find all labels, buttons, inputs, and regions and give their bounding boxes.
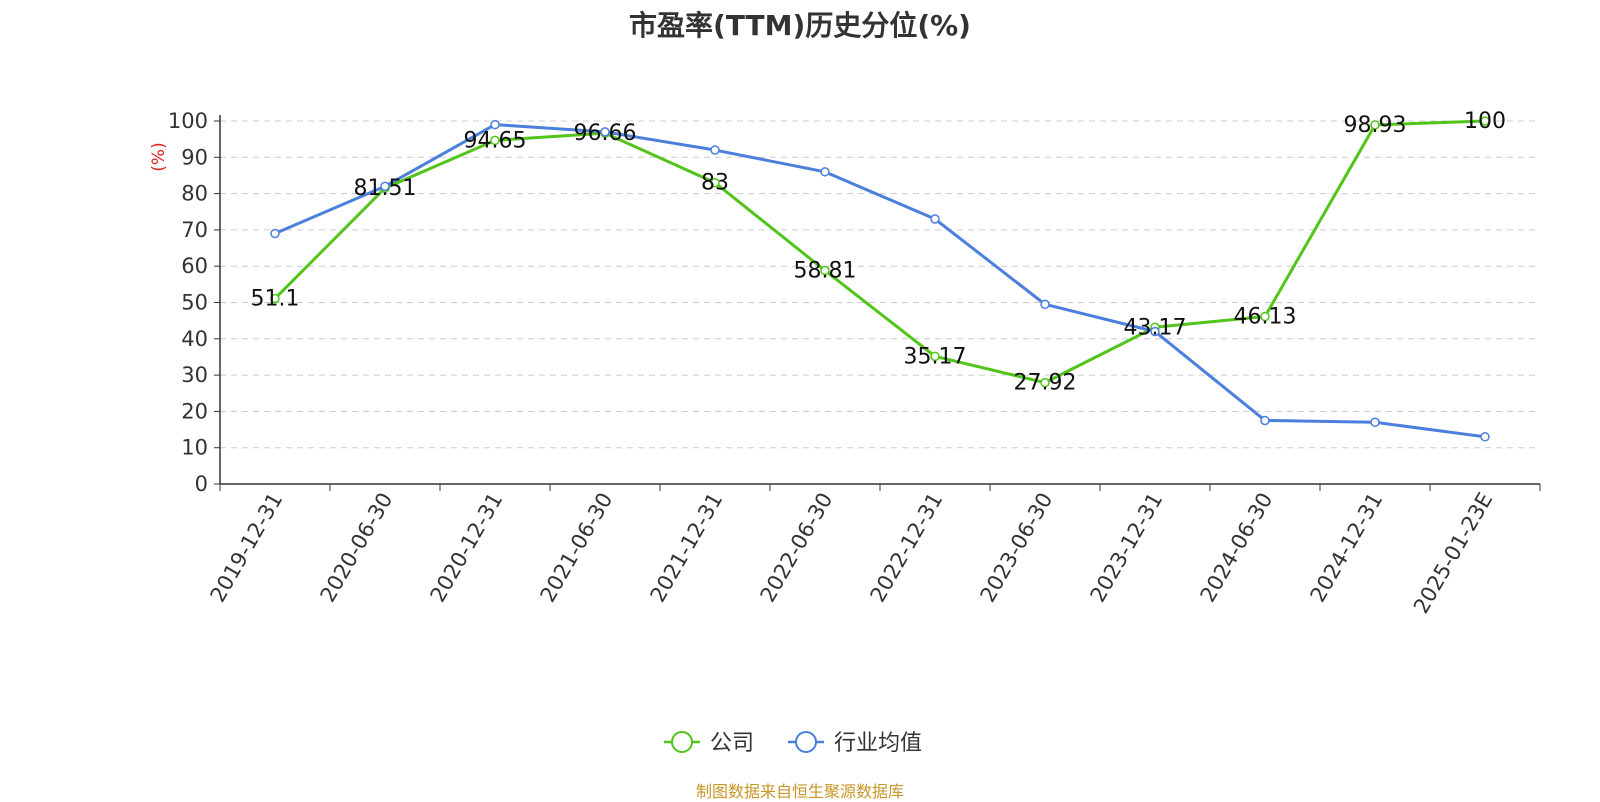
- data-point[interactable]: [270, 228, 280, 239]
- x-tick-label: 2020-12-31: [426, 489, 508, 607]
- data-point[interactable]: [1260, 415, 1270, 426]
- x-tick-label: 2023-06-30: [976, 489, 1058, 607]
- data-point[interactable]: [1370, 120, 1380, 130]
- x-tick-label: 2022-06-30: [756, 489, 838, 607]
- data-point[interactable]: [1040, 299, 1050, 310]
- data-label: 58.81: [794, 259, 857, 284]
- x-tick-label: 2020-06-30: [316, 489, 398, 607]
- y-tick-label: 0: [195, 472, 208, 496]
- data-point[interactable]: [1260, 311, 1270, 322]
- legend[interactable]: 公司 行业均值: [664, 731, 922, 756]
- data-point[interactable]: [1370, 417, 1380, 428]
- y-tick-label: 10: [181, 436, 208, 460]
- data-label: 46.13: [1234, 305, 1297, 330]
- series-line-1: [274, 123, 1486, 439]
- data-point[interactable]: [710, 145, 720, 155]
- chart-title: 市盈率(TTM)历史分位(%): [629, 9, 971, 42]
- x-tick-label: 2021-12-31: [646, 489, 728, 607]
- data-point[interactable]: [600, 127, 610, 137]
- x-tick-label: 2021-06-30: [536, 489, 618, 607]
- series-line-0: [273, 119, 1486, 385]
- data-point[interactable]: [270, 293, 280, 304]
- source-note: 制图数据来自恒生聚源数据库: [695, 782, 904, 801]
- y-tick-label: 40: [181, 327, 208, 351]
- data-point[interactable]: [490, 119, 500, 130]
- x-tick-label: 2024-12-31: [1306, 489, 1388, 607]
- y-axis-label: (%): [149, 142, 169, 171]
- y-tick-label: 60: [181, 254, 208, 278]
- data-label: 83: [701, 171, 729, 196]
- x-tick-label: 2022-12-31: [866, 489, 948, 607]
- data-point[interactable]: [930, 351, 940, 362]
- data-label: 51.1: [251, 287, 300, 312]
- legend-label: 公司: [710, 731, 754, 756]
- y-tick-label: 90: [181, 145, 208, 169]
- data-point[interactable]: [1480, 432, 1490, 442]
- data-point[interactable]: [710, 177, 720, 188]
- legend-marker: [795, 731, 817, 753]
- data-point[interactable]: [1150, 326, 1160, 337]
- data-point[interactable]: [1040, 377, 1050, 388]
- data-point[interactable]: [1480, 116, 1490, 126]
- x-tick-label: 2025-01-23E: [1409, 489, 1497, 618]
- data-point[interactable]: [490, 135, 500, 146]
- data-label: 98.93: [1344, 113, 1407, 138]
- data-label: 43.17: [1124, 315, 1187, 340]
- y-tick-label: 50: [181, 291, 208, 315]
- series-lines: [270, 116, 1490, 442]
- data-label: 35.17: [904, 344, 967, 369]
- grid-lines: [220, 120, 1540, 449]
- data-point[interactable]: [380, 181, 390, 192]
- data-point[interactable]: [930, 214, 940, 224]
- data-label: 100: [1464, 109, 1506, 134]
- data-point[interactable]: [820, 167, 830, 177]
- x-tick-label: 2019-12-31: [206, 489, 288, 607]
- x-tick-label: 2024-06-30: [1196, 489, 1278, 607]
- legend-marker: [671, 731, 693, 753]
- legend-label: 行业均值: [834, 731, 922, 756]
- data-label: 94.65: [464, 128, 527, 153]
- data-label: 96.66: [574, 121, 637, 146]
- y-tick-label: 70: [181, 218, 208, 242]
- y-tick-label: 30: [181, 363, 208, 387]
- y-tick-label: 80: [181, 182, 208, 206]
- y-tick-label: 20: [181, 399, 208, 423]
- data-point[interactable]: [820, 265, 830, 276]
- data-labels: 51.1 81.51 94.65 96.66 83 58.81 35.17 27.92 43.1…: [251, 109, 1506, 396]
- legend-item-0[interactable]: 公司: [664, 731, 754, 756]
- legend-item-1[interactable]: 行业均值: [788, 731, 922, 756]
- y-tick-label: 100: [168, 109, 208, 133]
- data-label: 27.92: [1014, 371, 1077, 396]
- data-label: 81.51: [354, 176, 417, 201]
- x-tick-label: 2023-12-31: [1086, 489, 1168, 607]
